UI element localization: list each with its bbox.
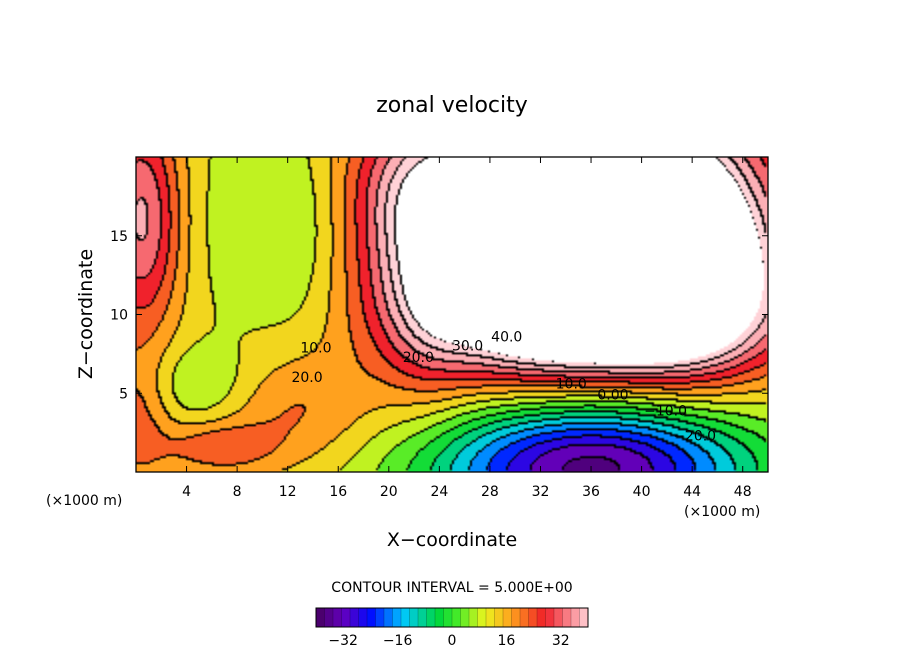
colorbar-cell	[537, 608, 546, 627]
contour-label: 30.0	[452, 339, 483, 355]
colorbar-cell	[418, 608, 427, 627]
velocity-heatmap	[136, 157, 768, 472]
x-tick-label: 8	[233, 484, 242, 500]
colorbar-cell	[443, 608, 453, 627]
colorbar-cell	[554, 608, 563, 627]
colorbar-cell	[460, 608, 470, 627]
y-axis-ticks: 5 10 15	[110, 229, 768, 402]
colorbar-cell	[392, 608, 402, 627]
colorbar: −32 −16 0 16 32	[315, 607, 589, 649]
colorbar-cell	[545, 608, 555, 627]
x-tick-label: 28	[481, 484, 499, 500]
colorbar-tick-label: −32	[328, 633, 358, 649]
colorbar-cell	[375, 608, 385, 627]
colorbar-cell	[579, 608, 589, 627]
colorbar-cell	[409, 608, 419, 627]
colorbar-cell	[520, 608, 529, 627]
x-tick-label: 20	[380, 484, 398, 500]
colorbar-cell	[384, 608, 393, 627]
colorbar-tick-label: 32	[552, 633, 570, 649]
colorbar-frame	[315, 607, 589, 628]
colorbar-cell	[333, 608, 342, 627]
x-tick-label: 12	[279, 484, 297, 500]
chart-title: zonal velocity	[376, 93, 528, 118]
colorbar-tick-label: 16	[497, 633, 515, 649]
colorbar-cell	[367, 608, 376, 627]
contour-label: 20.0	[291, 370, 322, 386]
x-tick-label: 16	[329, 484, 347, 500]
colorbar-cell	[358, 608, 368, 627]
x-tick-label: 48	[734, 484, 752, 500]
colorbar-cell	[494, 608, 504, 627]
contour-label: 40.0	[491, 329, 522, 345]
colorbar-cell	[486, 608, 495, 627]
x-tick-label: 32	[532, 484, 550, 500]
colorbar-cell	[426, 608, 436, 627]
colorbar-tick-label: 0	[448, 633, 457, 649]
contour-label: 10.0	[300, 340, 331, 356]
colorbar-cell	[435, 608, 444, 627]
colorbar-tick-label: −16	[383, 633, 413, 649]
x-axis-ticks: 4 8 12 16 20 24 28 32 36 40 44 48	[182, 157, 752, 500]
x-tick-label: 24	[430, 484, 448, 500]
x-tick-label: 36	[582, 484, 600, 500]
y-tick-label: 5	[119, 386, 128, 402]
x-tick-label: 4	[182, 484, 191, 500]
contour-label-group: 10.0 20.0 20.0 30.0 40.0 10.0 0.00 −10.0 −20.0	[291, 329, 716, 444]
colorbar-cell	[571, 608, 580, 627]
colorbar-cell	[469, 608, 478, 627]
colorbar-cell	[503, 608, 512, 627]
contour-label: 10.0	[556, 377, 587, 393]
contour-interval-text: CONTOUR INTERVAL = 5.000E+00	[331, 580, 572, 596]
colorbar-cell	[511, 608, 521, 627]
y-tick-label: 15	[110, 229, 128, 245]
colorbar-cell	[324, 608, 334, 627]
x-tick-label: 40	[633, 484, 651, 500]
colorbar-cell	[452, 608, 461, 627]
contour-label: 20.0	[403, 350, 434, 366]
plot-area: 10.0 20.0 20.0 30.0 40.0 10.0 0.00 −10.0 −20.0 4…	[110, 156, 769, 500]
y-tick-label: 10	[110, 308, 128, 324]
colorbar-cell	[350, 608, 359, 627]
colorbar-cell	[477, 608, 487, 627]
colorbar-cell	[401, 608, 410, 627]
x-tick-label: 44	[683, 484, 701, 500]
colorbar-cell	[316, 608, 325, 627]
x-unit-right: (×1000 m)	[684, 504, 760, 520]
colorbar-cell	[341, 608, 351, 627]
x-axis-label: X−coordinate	[387, 529, 517, 551]
x-unit-left: (×1000 m)	[46, 493, 122, 509]
colorbar-cell	[562, 608, 572, 627]
y-axis-label: Z−coordinate	[75, 249, 97, 379]
contour-label: 0.00	[597, 388, 628, 404]
colorbar-cell	[528, 608, 538, 627]
contour-label: −20.0	[673, 429, 716, 445]
contour-label: −10.0	[644, 403, 687, 419]
